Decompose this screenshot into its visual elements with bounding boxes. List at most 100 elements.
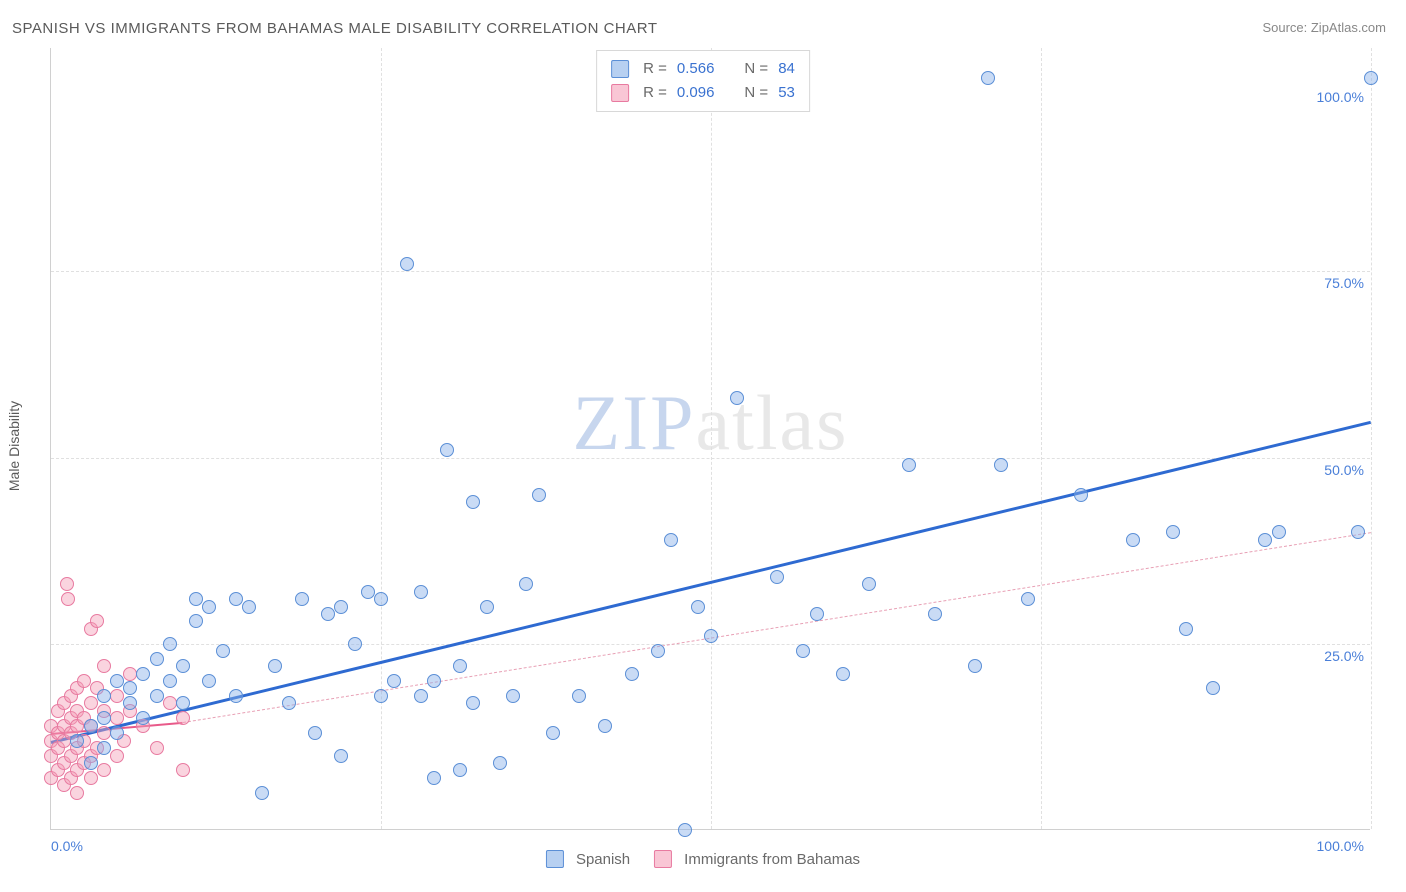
- data-point: [598, 719, 612, 733]
- data-point: [202, 600, 216, 614]
- data-point: [189, 592, 203, 606]
- x-tick-label: 100.0%: [1317, 838, 1364, 854]
- legend-n-value: 53: [778, 81, 795, 105]
- legend-n-label: N =: [744, 81, 768, 105]
- watermark-part1: ZIP: [573, 379, 696, 466]
- data-point: [981, 71, 995, 85]
- data-point: [97, 763, 111, 777]
- legend-row: R =0.096N =53: [611, 81, 795, 105]
- data-point: [150, 741, 164, 755]
- correlation-legend: R =0.566N =84R =0.096N =53: [596, 50, 810, 112]
- data-point: [84, 756, 98, 770]
- gridline-vertical: [381, 48, 382, 829]
- data-point: [1272, 525, 1286, 539]
- data-point: [427, 771, 441, 785]
- data-point: [730, 391, 744, 405]
- series-legend: Spanish Immigrants from Bahamas: [546, 850, 860, 868]
- legend-row: R = 0.566 N = 84: [611, 57, 795, 81]
- data-point: [651, 644, 665, 658]
- data-point: [255, 786, 269, 800]
- data-point: [268, 659, 282, 673]
- legend-swatch: [611, 60, 629, 78]
- data-point: [387, 674, 401, 688]
- y-tick-label: 100.0%: [1317, 89, 1364, 105]
- data-point: [70, 734, 84, 748]
- data-point: [414, 689, 428, 703]
- data-point: [110, 711, 124, 725]
- chart-container: SPANISH VS IMMIGRANTS FROM BAHAMAS MALE …: [0, 0, 1406, 892]
- data-point: [400, 257, 414, 271]
- data-point: [836, 667, 850, 681]
- data-point: [97, 726, 111, 740]
- legend-swatch: [546, 850, 564, 868]
- data-point: [1206, 681, 1220, 695]
- data-point: [176, 763, 190, 777]
- data-point: [163, 696, 177, 710]
- data-point: [229, 689, 243, 703]
- legend-n-label: N =: [744, 57, 768, 81]
- data-point: [334, 749, 348, 763]
- data-point: [664, 533, 678, 547]
- data-point: [123, 681, 137, 695]
- legend-r-label: R =: [643, 81, 667, 105]
- y-tick-label: 75.0%: [1324, 275, 1364, 291]
- data-point: [97, 659, 111, 673]
- data-point: [60, 577, 74, 591]
- data-point: [136, 711, 150, 725]
- legend-r-label: R =: [643, 57, 667, 81]
- data-point: [678, 823, 692, 837]
- data-point: [110, 674, 124, 688]
- data-point: [176, 711, 190, 725]
- data-point: [348, 637, 362, 651]
- data-point: [968, 659, 982, 673]
- data-point: [361, 585, 375, 599]
- data-point: [97, 711, 111, 725]
- data-point: [242, 600, 256, 614]
- data-point: [123, 667, 137, 681]
- data-point: [374, 689, 388, 703]
- data-point: [440, 443, 454, 457]
- data-point: [928, 607, 942, 621]
- data-point: [374, 592, 388, 606]
- data-point: [77, 674, 91, 688]
- source-link[interactable]: ZipAtlas.com: [1311, 20, 1386, 35]
- data-point: [546, 726, 560, 740]
- data-point: [202, 674, 216, 688]
- data-point: [163, 637, 177, 651]
- data-point: [1074, 488, 1088, 502]
- data-point: [136, 667, 150, 681]
- data-point: [1351, 525, 1365, 539]
- data-point: [1126, 533, 1140, 547]
- data-point: [295, 592, 309, 606]
- data-point: [414, 585, 428, 599]
- legend-item: Spanish: [546, 850, 630, 868]
- y-axis-label: Male Disability: [6, 401, 22, 491]
- data-point: [70, 786, 84, 800]
- source-label: Source:: [1262, 20, 1310, 35]
- data-point: [110, 689, 124, 703]
- legend-r-value: 0.566: [677, 57, 715, 81]
- gridline-vertical: [711, 48, 712, 829]
- data-point: [90, 614, 104, 628]
- data-point: [97, 689, 111, 703]
- y-tick-label: 25.0%: [1324, 648, 1364, 664]
- legend-n-value: 84: [778, 57, 795, 81]
- data-point: [84, 696, 98, 710]
- gridline-vertical: [1041, 48, 1042, 829]
- data-point: [150, 689, 164, 703]
- data-point: [480, 600, 494, 614]
- plot-area: ZIPatlas 25.0%50.0%75.0%100.0%0.0%100.0%: [50, 48, 1370, 830]
- data-point: [466, 696, 480, 710]
- legend-swatch: [611, 84, 629, 102]
- data-point: [466, 495, 480, 509]
- data-point: [176, 696, 190, 710]
- data-point: [506, 689, 520, 703]
- data-point: [862, 577, 876, 591]
- legend-item: Immigrants from Bahamas: [654, 850, 860, 868]
- data-point: [97, 741, 111, 755]
- data-point: [453, 763, 467, 777]
- data-point: [84, 771, 98, 785]
- data-point: [994, 458, 1008, 472]
- data-point: [427, 674, 441, 688]
- data-point: [625, 667, 639, 681]
